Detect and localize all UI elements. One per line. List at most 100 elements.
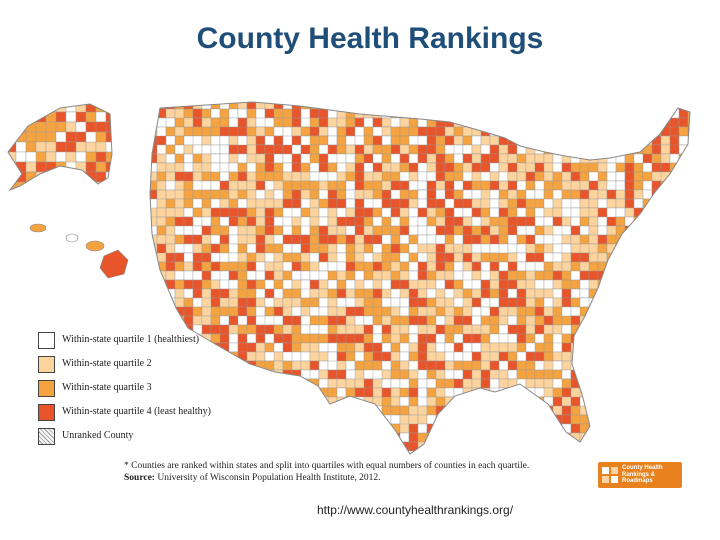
county-cell: [85, 141, 97, 153]
county-cell: [678, 234, 689, 249]
county-cell: [237, 216, 248, 227]
county-cell: [237, 261, 248, 272]
county-cell: [336, 432, 347, 443]
county-cell: [336, 117, 347, 128]
county-cell: [570, 126, 581, 137]
county-cell: [570, 117, 581, 128]
county-cell: [291, 396, 311, 407]
county-cell: [327, 405, 347, 420]
county-cell: [525, 351, 536, 362]
county-cell: [336, 144, 347, 155]
county-cell: [471, 414, 491, 429]
county-cell: [678, 216, 689, 227]
county-cell: [597, 405, 608, 416]
county-cell: [192, 153, 203, 164]
county-cell: [318, 216, 329, 227]
county-cell: [606, 270, 617, 281]
county-cell: [642, 369, 653, 380]
county-cell: [282, 423, 293, 438]
county-cell: [282, 432, 293, 443]
county-cell: [570, 315, 581, 326]
county-cell: [300, 441, 320, 452]
county-cell: [543, 117, 554, 132]
county-cell: [228, 189, 239, 200]
county-cell: [228, 207, 239, 218]
hawaii-islands: [29, 223, 129, 279]
county-cell: [399, 315, 410, 326]
county-cell: [633, 387, 644, 398]
county-cell: [642, 198, 662, 209]
county-cell: [291, 207, 302, 218]
county-cell: [678, 450, 689, 454]
county-cell: [678, 405, 689, 416]
county-cell: [543, 405, 554, 420]
county-cell: [507, 234, 518, 245]
county-cell: [327, 171, 338, 182]
county-cell: [150, 225, 158, 236]
county-cell: [237, 297, 248, 308]
county-cell: [660, 144, 671, 155]
county-cell: [498, 369, 509, 380]
county-cell: [633, 261, 644, 272]
county-cell: [561, 270, 572, 281]
county-cell: [552, 315, 563, 326]
county-cell: [669, 180, 680, 191]
county-cell: [453, 396, 464, 407]
county-cell: [660, 279, 671, 290]
source-url[interactable]: http://www.countyhealthrankings.org/: [316, 503, 514, 517]
county-cell: [291, 144, 302, 155]
county-cell: [606, 180, 617, 191]
county-cell: [282, 261, 293, 272]
county-cell: [498, 324, 509, 335]
county-cell: [561, 171, 572, 182]
county-cell: [669, 261, 680, 276]
county-cell: [264, 144, 275, 155]
county-cell: [678, 225, 689, 236]
county-cell: [615, 144, 635, 155]
county-cell: [453, 324, 464, 335]
county-cell: [480, 207, 491, 218]
county-cell: [345, 288, 356, 299]
county-cell: [588, 405, 608, 416]
county-cell: [354, 225, 365, 236]
county-cell: [498, 279, 509, 290]
county-cell: [408, 342, 419, 353]
county-cell: [273, 324, 284, 335]
county-cell: [498, 108, 509, 119]
county-cell: [615, 108, 626, 119]
county-cell: [606, 396, 617, 411]
county-cell: [678, 288, 689, 299]
county-cell: [624, 261, 635, 272]
county-cell: [525, 288, 536, 299]
county-cell: [579, 135, 599, 146]
county-cell: [534, 162, 545, 173]
county-cell: [669, 405, 689, 416]
county-cell: [462, 171, 473, 182]
county-cell: [282, 324, 293, 335]
county-cell: [345, 216, 356, 227]
county-cell: [318, 297, 329, 308]
county-cell: [399, 324, 410, 335]
county-cell: [669, 198, 680, 213]
county-cell: [45, 131, 57, 143]
county-cell: [615, 360, 626, 371]
county-cell: [579, 342, 599, 353]
county-cell: [525, 207, 536, 218]
county-cell: [453, 441, 464, 452]
legend-label: Within-state quartile 2: [62, 358, 152, 369]
county-cell: [426, 270, 437, 281]
county-cell: [633, 288, 644, 299]
county-cell: [687, 414, 690, 425]
county-cell: [642, 207, 653, 218]
county-cell: [651, 387, 662, 402]
county-cell: [183, 126, 194, 137]
county-cell: [480, 360, 491, 371]
county-cell: [192, 450, 203, 454]
county-cell: [426, 279, 437, 290]
county-cell: [399, 279, 410, 290]
county-cell: [399, 360, 410, 371]
county-cell: [435, 270, 446, 281]
county-cell: [150, 315, 167, 326]
county-cell: [426, 414, 437, 425]
county-cell: [561, 108, 572, 119]
